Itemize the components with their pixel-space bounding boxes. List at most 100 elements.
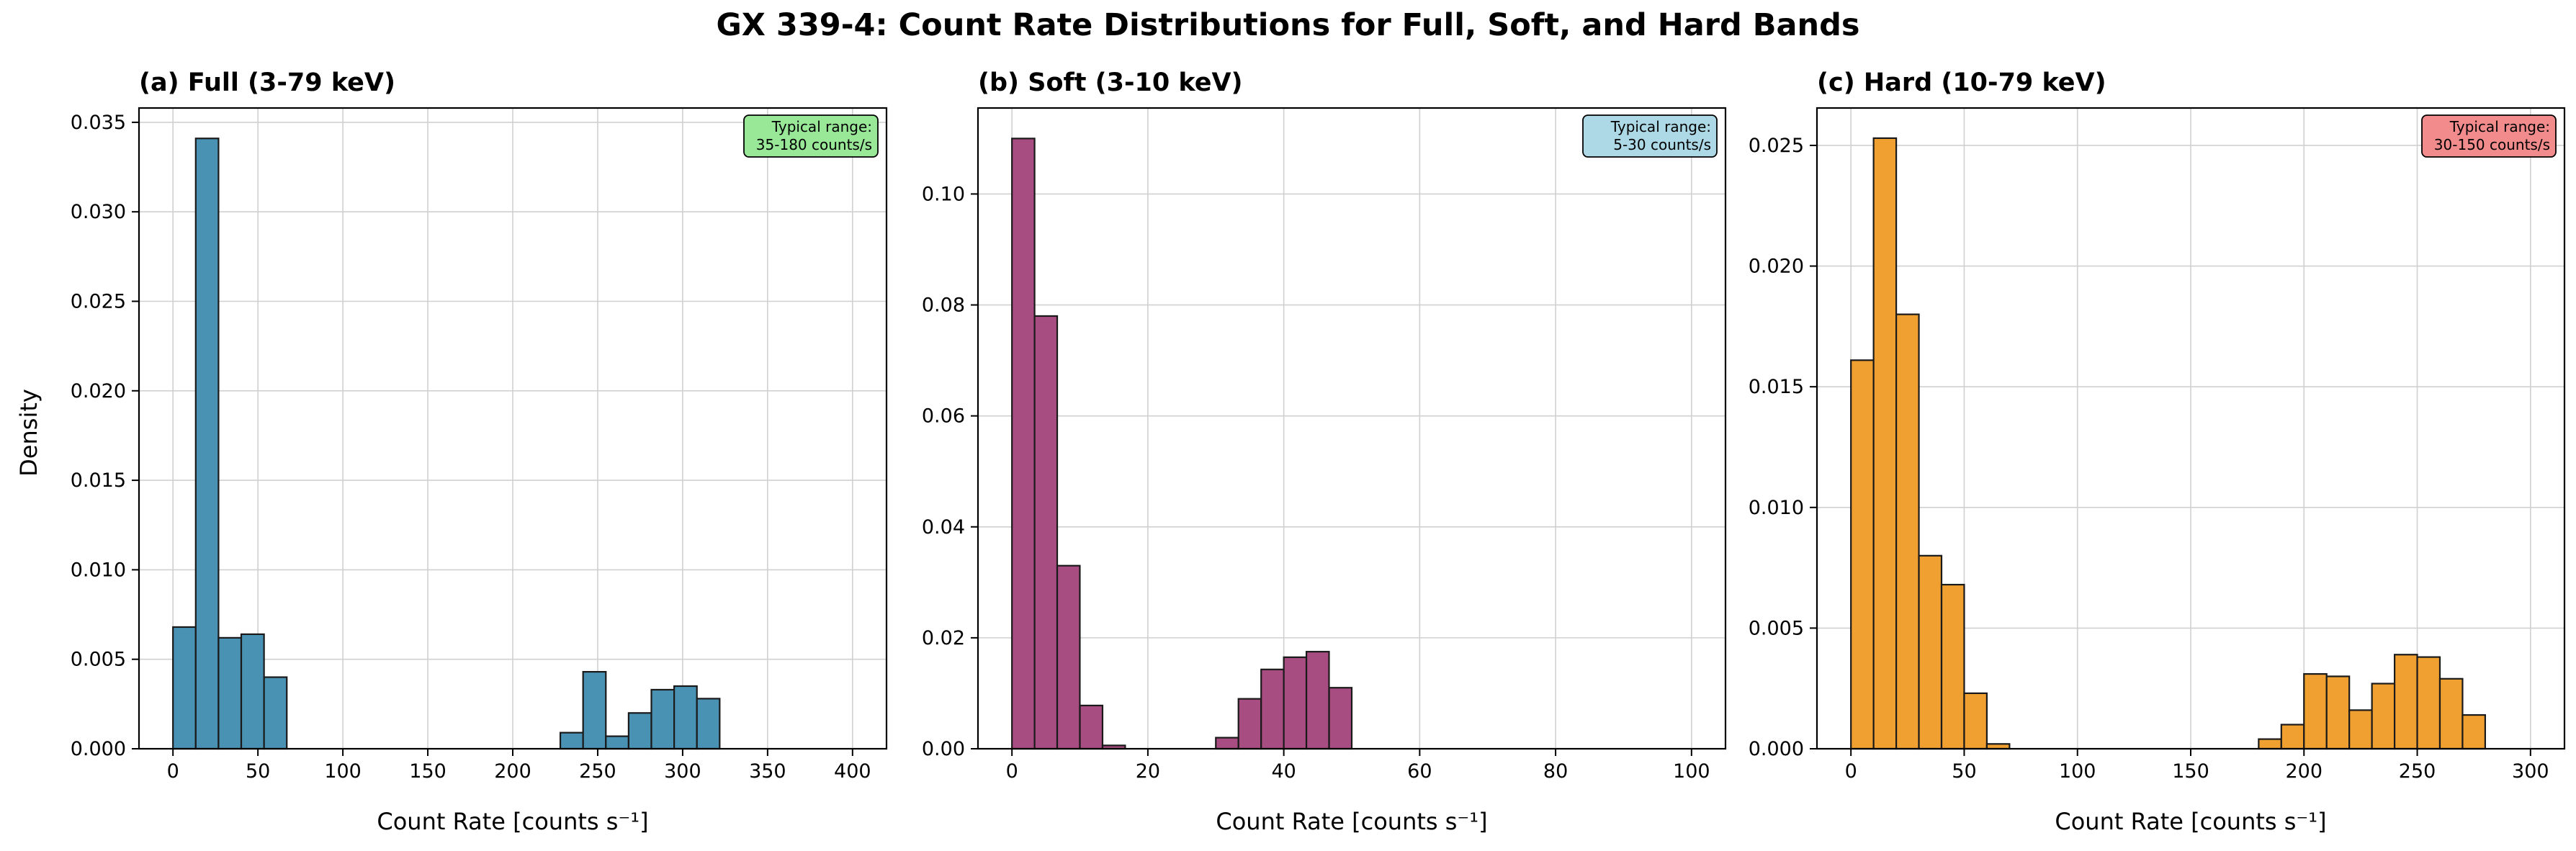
y-tick-label: 0.04: [922, 516, 965, 539]
histogram-bar: [2303, 672, 2328, 750]
x-axis-label: Count Rate [counts s⁻¹]: [2055, 808, 2326, 835]
y-tick-label: 0.06: [922, 405, 965, 428]
histogram-bar: [2438, 677, 2464, 750]
annotation-line-2: 35-180 counts/s: [756, 136, 872, 153]
x-tick-label: 100: [1673, 760, 1710, 783]
histogram-bar: [2393, 654, 2418, 750]
y-tick-label: 0.020: [1749, 256, 1804, 278]
x-tick-label: 200: [494, 760, 531, 783]
histogram-bar: [1963, 692, 1988, 750]
histogram-bar: [1056, 564, 1081, 750]
y-tick-label: 0.005: [1749, 617, 1804, 639]
histogram-bar: [1918, 554, 1943, 750]
panel-title: (c) Hard (10-79 keV): [1817, 68, 2106, 97]
y-tick-label: 0.00: [922, 738, 965, 760]
x-tick-label: 250: [2399, 760, 2436, 783]
histogram-bar: [2461, 713, 2487, 750]
histogram-bar: [1985, 743, 2011, 750]
histogram-bar: [627, 712, 652, 750]
histogram-bar: [1872, 137, 1898, 750]
annotation-line-1: Typical range:: [771, 118, 872, 135]
x-tick-label: 0: [1006, 760, 1018, 783]
histogram-bar: [1033, 315, 1059, 750]
y-tick-label: 0.005: [71, 649, 126, 671]
y-tick-label: 0.030: [71, 201, 126, 223]
y-tick-label: 0.10: [922, 183, 965, 205]
axes-frame: [138, 107, 888, 750]
histogram-bar: [1940, 583, 1965, 750]
x-tick-label: 80: [1543, 760, 1568, 783]
y-tick-label: 0.010: [71, 559, 126, 581]
y-tick-label: 0.025: [1749, 135, 1804, 157]
histogram-bar: [1283, 656, 1308, 750]
x-tick-label: 150: [409, 760, 446, 783]
histogram-bar: [2416, 656, 2441, 750]
annotation-box: [2421, 114, 2557, 158]
histogram-bar: [605, 735, 629, 750]
x-tick-label: 20: [1136, 760, 1160, 783]
histogram-bar: [2348, 709, 2373, 750]
x-tick-label: 60: [1407, 760, 1432, 783]
histogram-bar: [650, 688, 676, 750]
histogram-bar: [194, 138, 220, 750]
annotation-line-2: 5-30 counts/s: [1613, 136, 1711, 153]
y-tick-label: 0.015: [71, 469, 126, 492]
x-tick-label: 400: [834, 760, 871, 783]
x-tick-label: 0: [167, 760, 179, 783]
y-axis-label: Density: [15, 389, 42, 477]
y-tick-label: 0.020: [71, 380, 126, 402]
x-tick-label: 50: [246, 760, 270, 783]
histogram-bar: [1079, 704, 1104, 750]
histogram-bar: [2325, 675, 2351, 750]
histogram-bar: [582, 671, 607, 750]
x-tick-label: 100: [324, 760, 362, 783]
y-tick-label: 0.02: [922, 627, 965, 649]
histogram-bar: [1260, 668, 1285, 750]
annotation-box: [1582, 114, 1718, 158]
histogram-bar: [1011, 138, 1036, 750]
histogram-bar: [1237, 698, 1262, 750]
panel-title: (b) Soft (3-10 keV): [978, 68, 1243, 97]
histogram-bar: [559, 731, 584, 750]
annotation-line-1: Typical range:: [2449, 118, 2550, 135]
y-tick-label: 0.015: [1749, 376, 1804, 398]
y-tick-label: 0.08: [922, 294, 965, 317]
y-tick-label: 0.000: [71, 738, 126, 760]
histogram-bar: [240, 633, 265, 750]
x-tick-label: 50: [1952, 760, 1976, 783]
histogram-bar: [1215, 737, 1239, 750]
x-tick-label: 40: [1271, 760, 1296, 783]
histogram-bar: [2258, 738, 2282, 750]
histogram-bar: [263, 676, 288, 750]
x-tick-label: 350: [749, 760, 786, 783]
histogram-bar: [1850, 359, 1875, 750]
x-tick-label: 300: [2512, 760, 2549, 783]
y-tick-label: 0.025: [71, 290, 126, 312]
x-tick-label: 200: [2285, 760, 2323, 783]
annotation-line-1: Typical range:: [1610, 118, 1711, 135]
x-axis-label: Count Rate [counts s⁻¹]: [1216, 808, 1487, 835]
histogram-bar: [1101, 744, 1126, 750]
histogram-bar: [673, 685, 698, 750]
annotation-box: [743, 114, 879, 158]
y-tick-label: 0.035: [71, 112, 126, 134]
annotation-line-2: 30-150 counts/s: [2434, 136, 2550, 153]
histogram-bar: [2280, 724, 2305, 750]
panel-title: (a) Full (3-79 keV): [139, 68, 395, 97]
axes-frame: [1816, 107, 2566, 750]
histogram-bar: [1328, 687, 1353, 750]
x-tick-label: 300: [664, 760, 701, 783]
x-tick-label: 0: [1845, 760, 1857, 783]
histogram-bar: [1895, 313, 1920, 750]
histogram-bar: [217, 636, 243, 750]
x-tick-label: 250: [579, 760, 616, 783]
histogram-bar: [696, 698, 721, 750]
histogram-bar: [1305, 651, 1330, 750]
axes-frame: [977, 107, 1727, 750]
x-tick-label: 150: [2172, 760, 2209, 783]
figure-title: GX 339-4: Count Rate Distributions for F…: [716, 7, 1860, 43]
x-axis-label: Count Rate [counts s⁻¹]: [377, 808, 648, 835]
